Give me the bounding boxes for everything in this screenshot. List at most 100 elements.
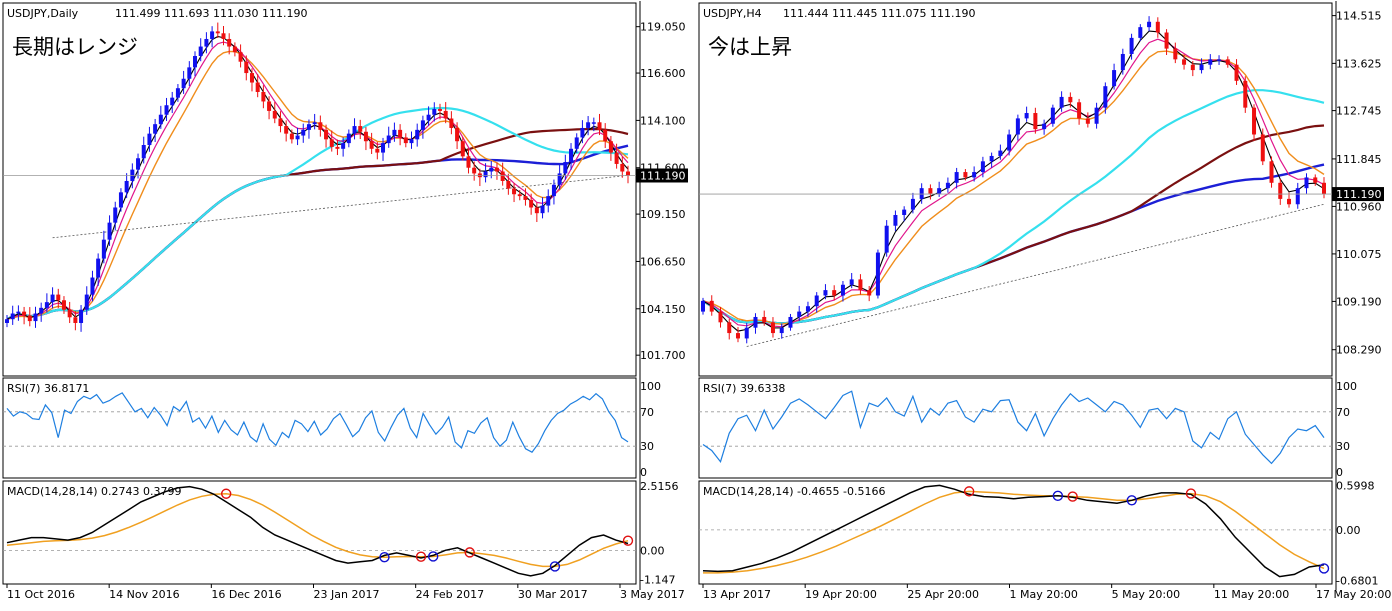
candle-body: [718, 311, 723, 323]
candle-body: [1033, 113, 1038, 130]
price-tick-label: 109.150: [640, 208, 686, 221]
candle-body: [255, 82, 260, 92]
candle-body: [210, 31, 215, 39]
candle-body: [735, 333, 740, 339]
candle-body: [963, 172, 968, 178]
candle-body: [369, 141, 374, 149]
time-label: 24 Feb 2017: [416, 588, 484, 601]
chart-annotation: 長期はレンジ: [12, 35, 138, 59]
candle-body: [50, 294, 55, 303]
time-label: 30 Mar 2017: [518, 588, 588, 601]
candle-body: [1322, 182, 1326, 195]
candle-body: [341, 143, 346, 149]
candle-body: [301, 129, 306, 136]
candle-body: [1042, 123, 1047, 130]
macd-cross-marker: [379, 552, 390, 563]
candle-body: [727, 322, 732, 334]
candle-body: [523, 196, 528, 200]
ma-orange: [6, 50, 629, 320]
daily-chart-panel[interactable]: 119.050116.600114.100111.600109.150106.6…: [2, 1, 688, 601]
candle-body: [937, 188, 942, 194]
candle-body: [170, 97, 175, 106]
time-label: 3 May 2017: [620, 588, 685, 601]
candle-body: [832, 290, 837, 296]
candle-body: [1103, 86, 1108, 108]
time-label: 19 Apr 20:00: [805, 588, 877, 601]
rsi-level-label: 0: [640, 466, 647, 479]
time-label: 16 Dec 2016: [211, 588, 281, 601]
last-price-badge: [1332, 187, 1384, 202]
h4-chart-panel[interactable]: 114.515 113.625 112.745 111.845 110.960 110.0…: [698, 1, 1391, 601]
price-tick-label: 111.845: [1336, 153, 1382, 166]
candle-body: [1313, 177, 1318, 183]
candle-body: [506, 180, 511, 189]
chart-title: USDJPY,Daily: [7, 7, 79, 20]
candle-body: [557, 173, 562, 185]
macd-main-line: [6, 485, 629, 577]
candle-body: [569, 148, 574, 163]
rsi-level-label: 0: [1336, 466, 1343, 479]
candle-body: [1068, 96, 1073, 103]
candle-body: [346, 133, 351, 144]
candle-body: [324, 129, 329, 140]
candle-body: [33, 313, 38, 322]
price-tick-label: 106.650: [640, 255, 686, 268]
candle-body: [1182, 59, 1187, 65]
macd-tick-label: -1.147: [640, 574, 675, 587]
candle-body: [358, 126, 363, 132]
rsi-level-label: 100: [1336, 380, 1357, 393]
candle-body: [79, 309, 84, 323]
time-label: 5 May 20:00: [1112, 588, 1180, 601]
candle-body: [198, 46, 203, 57]
candle-body: [591, 122, 596, 124]
macd-tick-label: 2.5156: [640, 480, 679, 493]
macd-signal-line: [6, 492, 629, 568]
candle-body: [867, 290, 872, 296]
candle-body: [27, 315, 32, 322]
time-label: 13 Apr 2017: [703, 588, 771, 601]
ohlc-header: 111.499 111.693 111.030 111.190: [115, 7, 307, 20]
candle-body: [928, 188, 933, 194]
time-label: 23 Jan 2017: [314, 588, 380, 601]
candle-body: [902, 209, 907, 215]
macd-signal-line: [703, 490, 1325, 574]
price-tick-label: 101.700: [640, 349, 686, 362]
candle-body: [563, 162, 568, 174]
candle-body: [972, 172, 977, 178]
candle-body: [1243, 80, 1248, 108]
candle-body: [472, 167, 477, 174]
macd-cross-marker: [549, 561, 561, 572]
last-price-label: 111.190: [1336, 188, 1382, 201]
candle-body: [1015, 118, 1020, 135]
macd-cross-marker: [622, 535, 634, 546]
chart-title: USDJPY,H4: [703, 7, 762, 20]
candle-body: [215, 31, 220, 34]
candle-body: [118, 192, 123, 208]
candle-body: [989, 155, 994, 162]
candle-body: [363, 131, 368, 142]
price-tick-label: 108.290: [1336, 344, 1382, 357]
candle-body: [1059, 96, 1064, 108]
price-tick-label: 110.960: [1336, 200, 1382, 213]
candle-body: [375, 148, 380, 153]
candle-body: [232, 46, 237, 53]
candle-body: [147, 133, 152, 146]
candle-body: [5, 319, 9, 323]
candle-body: [884, 225, 889, 253]
price-tick-label: 114.100: [640, 114, 686, 127]
candle-body: [709, 300, 714, 312]
candle-body: [1164, 32, 1169, 49]
candle-body: [1208, 59, 1213, 65]
macd-cross-marker: [1318, 563, 1330, 574]
macd-tick-label: 0.00: [1336, 524, 1361, 537]
candle-body: [124, 180, 129, 193]
candle-body: [788, 316, 793, 328]
candle-body: [1050, 107, 1055, 124]
candle-body: [306, 124, 311, 130]
candle-body: [1094, 107, 1099, 124]
candle-body: [204, 38, 209, 47]
candle-body: [1199, 64, 1204, 71]
time-label: 11 Oct 2016: [7, 588, 75, 601]
candle-body: [1217, 59, 1222, 61]
candle-body: [175, 88, 180, 98]
